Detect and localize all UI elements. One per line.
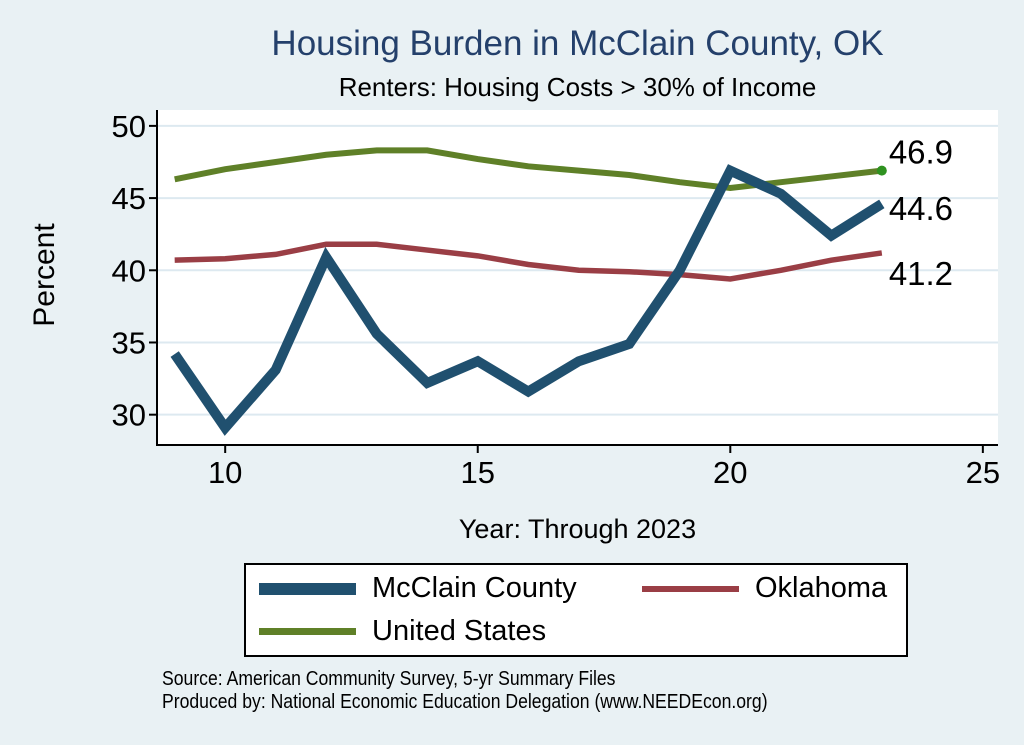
legend-label-united-states: United States <box>372 615 547 647</box>
y-tick-label: 50 <box>112 109 146 144</box>
y-tick-label: 30 <box>112 398 146 433</box>
x-tick-label: 20 <box>713 455 747 490</box>
chart-title: Housing Burden in McClain County, OK <box>271 24 884 63</box>
x-tick-label: 10 <box>208 455 242 490</box>
y-tick-label: 35 <box>112 325 146 360</box>
legend-swatch-united-states <box>259 628 356 635</box>
legend-swatch-mcclain-county <box>259 582 356 595</box>
produced-note: Produced by: National Economic Education… <box>162 691 768 713</box>
y-tick-label: 40 <box>112 253 146 288</box>
legend-item-united-states: United States <box>259 615 642 648</box>
legend-label-oklahoma: Oklahoma <box>755 572 888 604</box>
footer-notes: Source: American Community Survey, 5-yr … <box>162 668 850 714</box>
plot-area: 30 35 40 45 50 10 15 20 25 44.6 41.2 46.9 <box>112 109 1001 490</box>
source-note: Source: American Community Survey, 5-yr … <box>162 668 616 690</box>
y-tick-label: 45 <box>112 181 146 216</box>
x-tick-label: 25 <box>966 455 1000 490</box>
legend-swatch-oklahoma <box>642 585 739 592</box>
series-line-mcclain-county <box>170 164 885 436</box>
end-label-oklahoma: 41.2 <box>889 255 953 292</box>
legend: McClain County Oklahoma United States <box>244 563 908 657</box>
end-dot-united-states <box>876 165 887 176</box>
plot-background <box>157 110 998 445</box>
y-axis-title: Percent <box>28 223 61 327</box>
end-label-united-states: 46.9 <box>889 134 953 171</box>
end-label-mcclain-county: 44.6 <box>889 190 953 227</box>
legend-label-mcclain-county: McClain County <box>372 572 577 604</box>
x-tick-label: 15 <box>460 455 494 490</box>
x-axis-title: Year: Through 2023 <box>458 514 697 544</box>
chart-subtitle: Renters: Housing Costs > 30% of Income <box>338 72 817 102</box>
legend-item-oklahoma: Oklahoma <box>642 572 906 605</box>
legend-item-mcclain-county: McClain County <box>259 572 642 605</box>
series-line-oklahoma <box>174 241 883 282</box>
